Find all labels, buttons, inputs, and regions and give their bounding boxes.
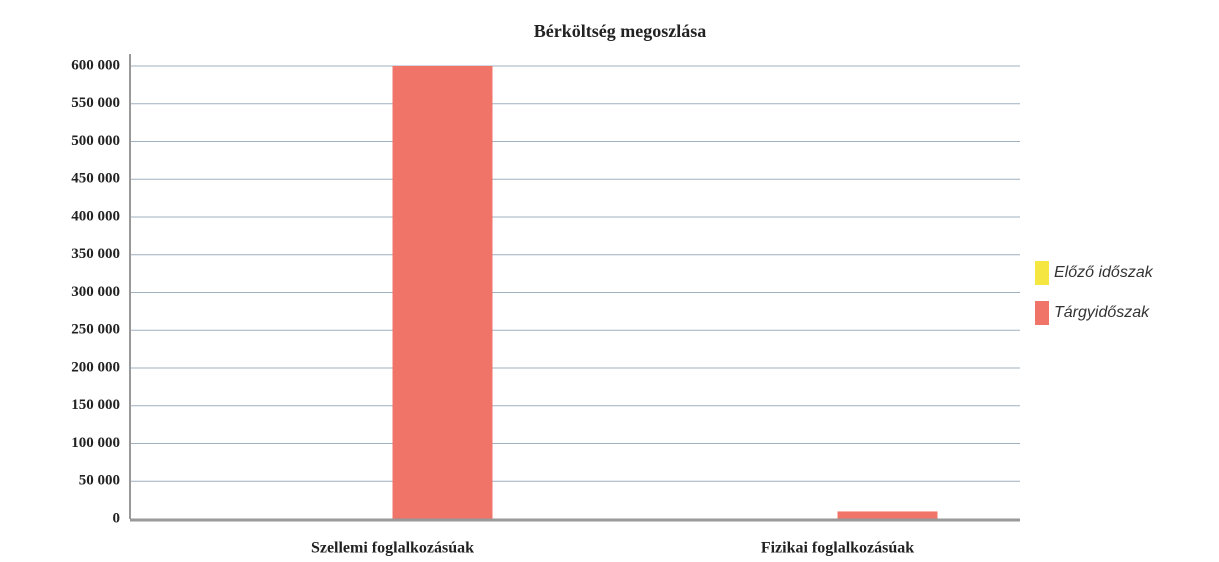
legend-label: Tárgyidőszak (1054, 304, 1150, 321)
y-tick-label: 0 (113, 510, 121, 526)
y-tick-label: 400 000 (71, 208, 120, 224)
y-tick-label: 500 000 (71, 133, 120, 149)
y-tick-label: 100 000 (71, 435, 120, 451)
x-tick-label: Szellemi foglalkozásúak (311, 540, 474, 557)
y-tick-label: 450 000 (71, 171, 120, 187)
y-tick-label: 300 000 (71, 284, 120, 300)
legend-swatch (1035, 261, 1049, 285)
bar (392, 66, 493, 519)
legend-label: Előző időszak (1054, 264, 1154, 281)
y-tick-label: 250 000 (71, 322, 120, 338)
legend-swatch (1035, 301, 1049, 325)
y-tick-label: 200 000 (71, 359, 120, 375)
y-tick-label: 550 000 (71, 95, 120, 111)
chart-title: Bérköltség megoszlása (534, 21, 706, 41)
y-tick-label: 150 000 (71, 397, 120, 413)
x-tick-label: Fizikai foglalkozásúak (761, 540, 914, 557)
bar (837, 511, 938, 519)
y-tick-label: 50 000 (79, 473, 120, 489)
y-tick-label: 350 000 (71, 246, 120, 262)
y-tick-label: 600 000 (71, 57, 120, 73)
